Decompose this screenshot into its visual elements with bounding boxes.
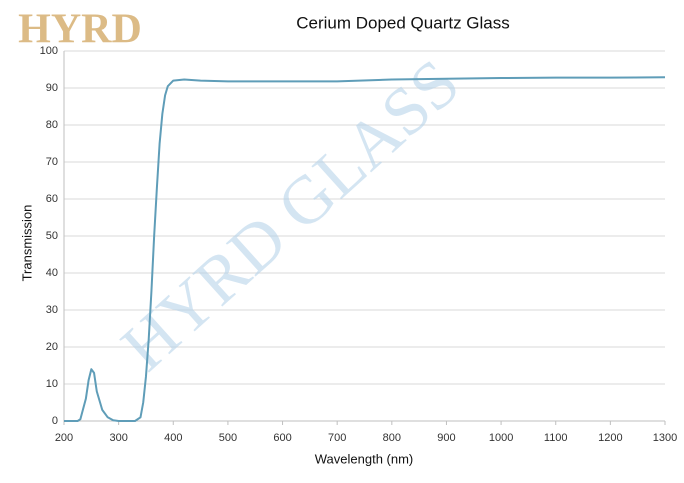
- y-tick-label: 80: [46, 119, 58, 131]
- y-tick-label: 90: [46, 82, 58, 94]
- chart-title: Cerium Doped Quartz Glass: [296, 13, 510, 32]
- y-tick-label: 20: [46, 341, 58, 353]
- y-tick-label: 10: [46, 378, 58, 390]
- y-tick-label: 70: [46, 156, 58, 168]
- x-tick-label: 1000: [489, 432, 513, 444]
- x-tick-label: 1100: [544, 432, 568, 444]
- y-tick-label: 40: [46, 267, 58, 279]
- x-tick-label: 300: [109, 432, 127, 444]
- logo: HYRD: [18, 7, 142, 53]
- y-tick-label: 60: [46, 193, 58, 205]
- y-axis-label: Transmission: [19, 205, 34, 282]
- y-tick-label: 100: [40, 45, 58, 57]
- x-tick-label: 1300: [653, 432, 677, 444]
- x-tick-label: 900: [437, 432, 455, 444]
- x-axis-label: Wavelength (nm): [315, 451, 414, 466]
- watermark: HYRD GLASS: [107, 44, 474, 385]
- y-tick-label: 0: [52, 415, 58, 427]
- x-tick-label: 700: [328, 432, 346, 444]
- x-tick-label: 400: [164, 432, 182, 444]
- x-tick-label: 600: [273, 432, 291, 444]
- x-tick-label: 500: [219, 432, 237, 444]
- x-tick-label: 1200: [598, 432, 622, 444]
- data-line: [64, 76, 666, 422]
- x-tick-label: 800: [383, 432, 401, 444]
- y-tick-label: 50: [46, 230, 58, 242]
- y-tick-label: 30: [46, 304, 58, 316]
- x-tick-label: 200: [55, 432, 73, 444]
